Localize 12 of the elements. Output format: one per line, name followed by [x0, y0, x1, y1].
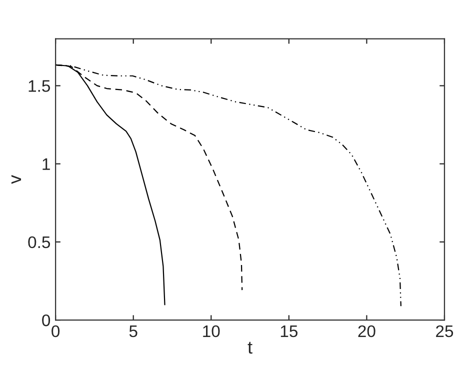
y-tick-label: 0: [42, 314, 50, 326]
x-tick-label: 5: [129, 326, 138, 338]
x-tick-label: 25: [436, 325, 454, 338]
x-tick-label: 0: [52, 325, 60, 338]
y-tick-label: 0.5: [28, 236, 50, 248]
y-tick-label: 1: [42, 158, 50, 170]
x-axis-title: t: [248, 342, 252, 354]
x-tick-label: 20: [358, 325, 376, 338]
y-axis-title: v: [11, 175, 22, 184]
x-tick-label: 15: [280, 326, 298, 338]
x-tick-label: 10: [203, 325, 220, 338]
y-tick-label: 1.5: [28, 80, 50, 92]
